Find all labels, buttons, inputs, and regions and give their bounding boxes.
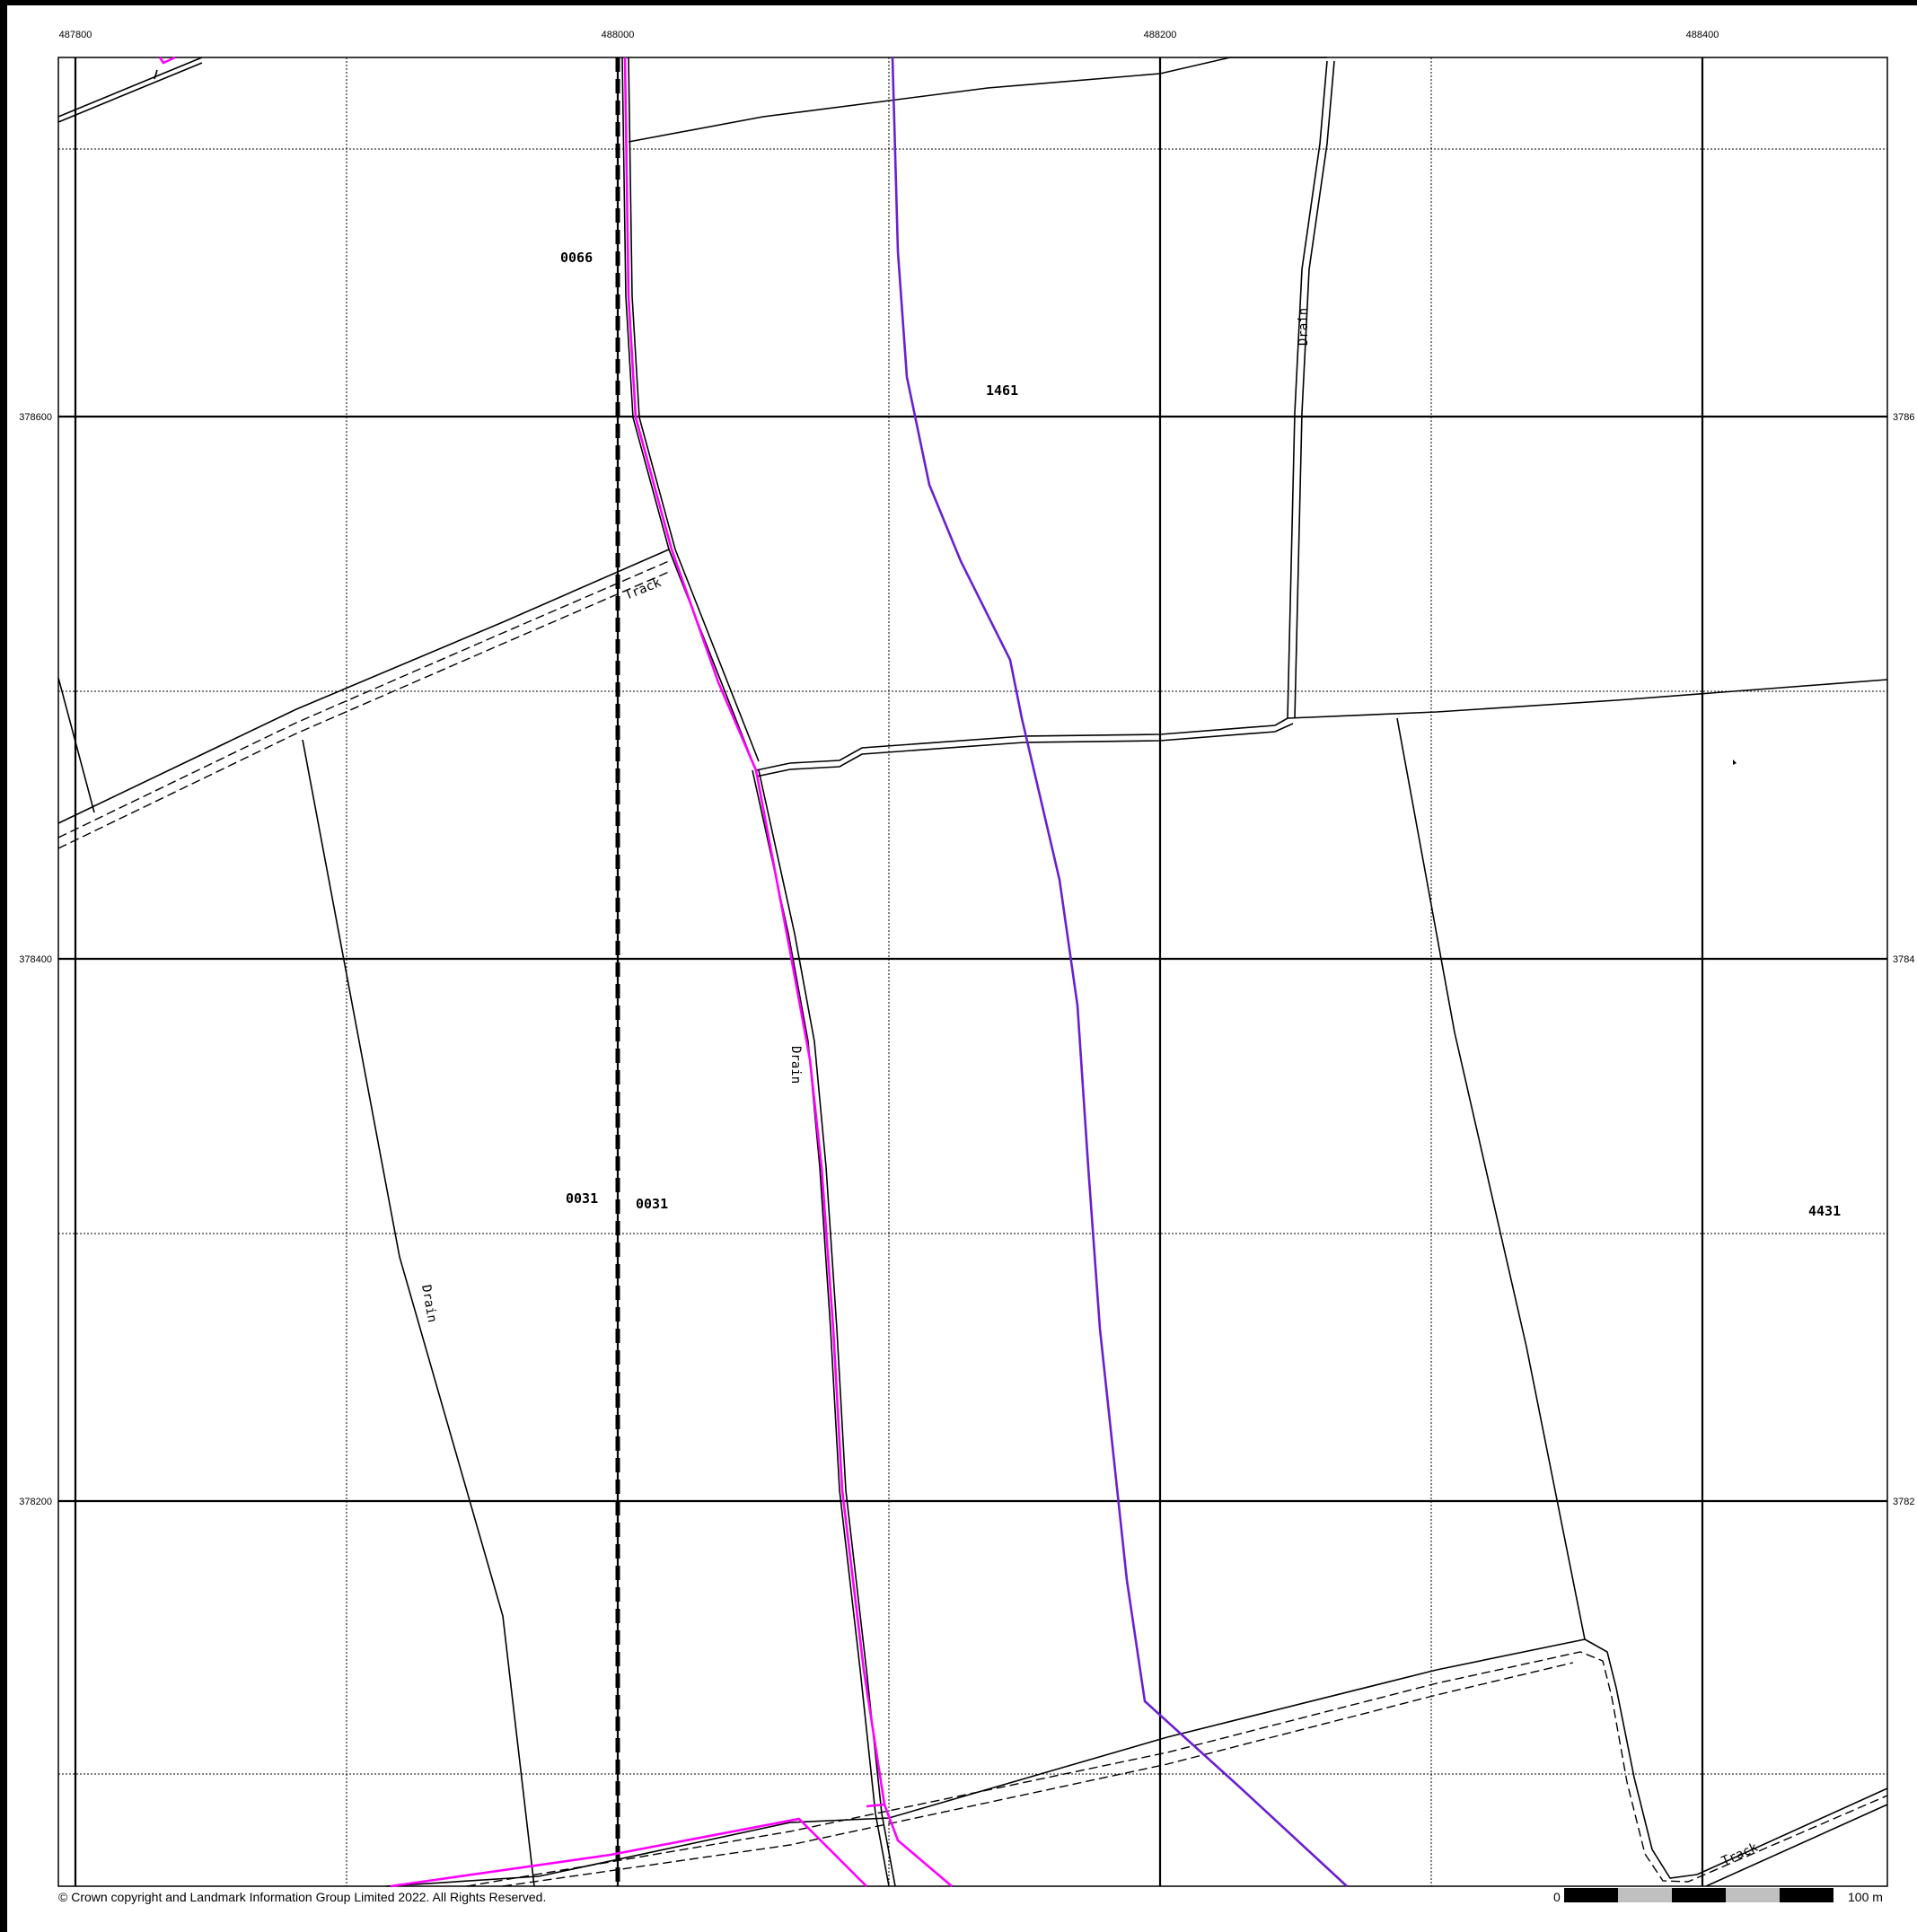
boundary-purple	[891, 57, 1348, 1887]
drain-label-west: Drain	[418, 1284, 439, 1323]
parcel-number-0031-east[interactable]: 0031	[636, 1196, 668, 1212]
easting-label-488000: 488000	[602, 30, 635, 40]
easting-label-488400: 488400	[1686, 30, 1719, 40]
tracks	[57, 560, 1888, 1887]
northing-label-378200: 378200	[19, 1497, 52, 1507]
northing-label-378400: 378400	[19, 954, 52, 965]
drain-label-middle: Drain	[788, 1046, 803, 1084]
copyright-notice: © Crown copyright and Landmark Informati…	[58, 1890, 546, 1904]
scale-bar-start-label: 0	[1553, 1890, 1561, 1904]
northing-right-label-3784: 3784	[1893, 954, 1914, 965]
boundary-magenta	[158, 56, 953, 1888]
parcel-number-0066[interactable]: 0066	[560, 250, 593, 266]
map-panel	[57, 57, 1888, 1887]
scale-bar-segment	[1726, 1888, 1780, 1902]
scale-bar: 0 100 m	[1553, 1888, 1883, 1904]
scale-bar-segment	[1618, 1888, 1672, 1902]
northing-right-label-3786: 3786	[1893, 412, 1914, 423]
parcel-number-0031-west[interactable]: 0031	[566, 1190, 598, 1207]
parcel-number-4431[interactable]: 4431	[1808, 1203, 1841, 1219]
scale-bar-segment	[1672, 1888, 1726, 1902]
northing-label-378600: 378600	[19, 412, 52, 423]
parcel-number-1461[interactable]: 1461	[986, 382, 1018, 399]
drain-label-north-east: Drain	[1297, 308, 1311, 346]
scale-bar-segment	[1564, 1888, 1618, 1902]
northing-right-label-3782: 3782	[1893, 1497, 1914, 1507]
grid-minor	[58, 57, 1887, 1886]
scale-bar-end-label: 100 m	[1848, 1890, 1883, 1904]
scale-bar-segment	[1780, 1888, 1833, 1902]
spot-mark	[1733, 760, 1737, 765]
easting-label-487800: 487800	[59, 30, 92, 40]
easting-label-488200: 488200	[1144, 30, 1177, 40]
field-boundaries	[57, 57, 1888, 1887]
